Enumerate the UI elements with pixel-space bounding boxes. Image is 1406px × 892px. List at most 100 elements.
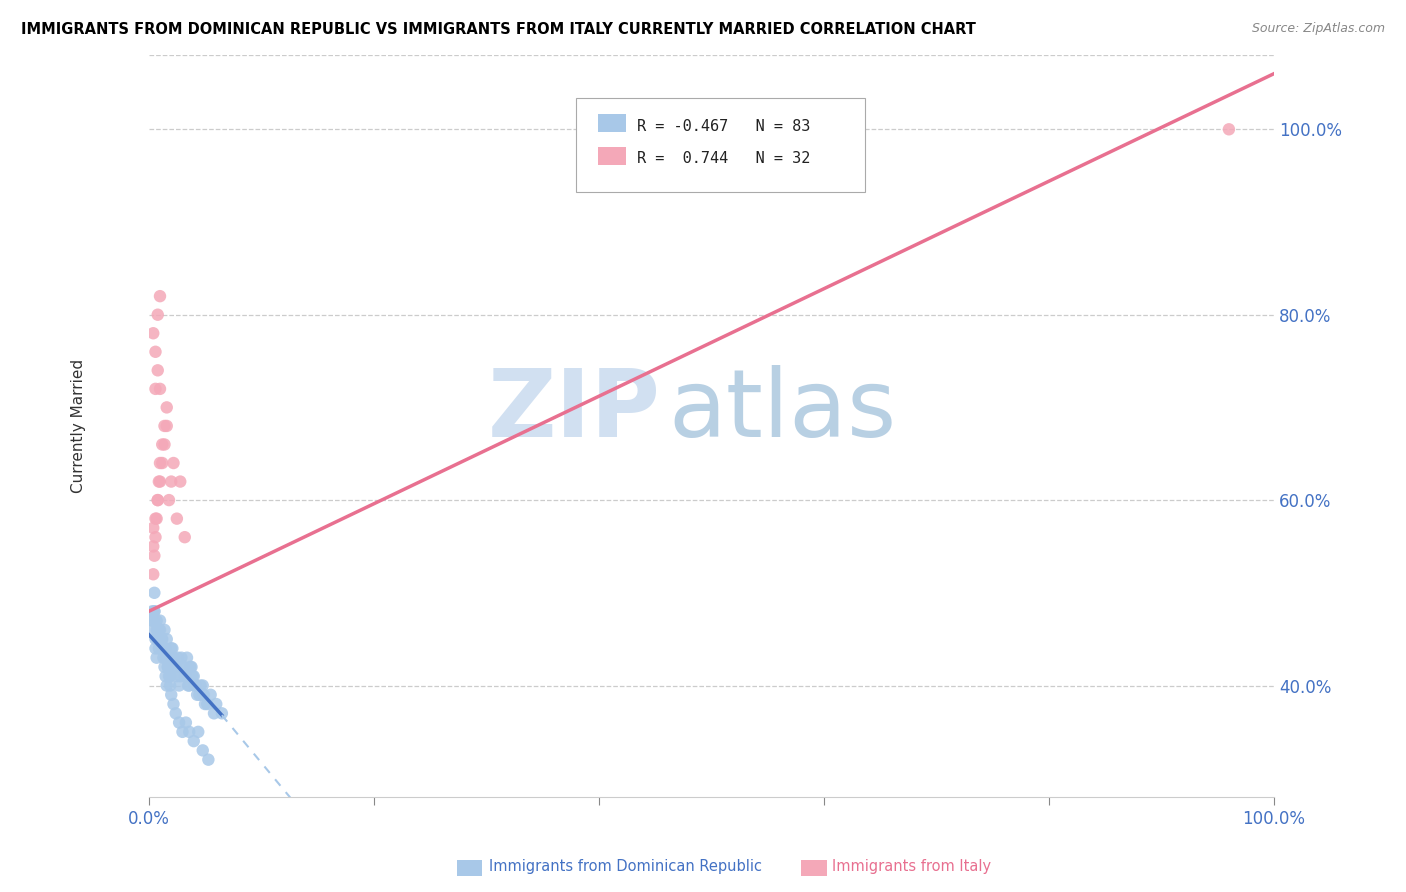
Point xyxy=(173,660,195,674)
Point xyxy=(188,688,211,702)
Text: Immigrants from Italy: Immigrants from Italy xyxy=(832,859,991,874)
Text: Immigrants from Dominican Republic: Immigrants from Dominican Republic xyxy=(489,859,762,874)
Point xyxy=(1218,122,1240,136)
Point xyxy=(177,679,200,693)
Point xyxy=(157,493,180,508)
Point xyxy=(176,650,198,665)
Point xyxy=(149,623,172,637)
Point xyxy=(156,660,179,674)
Point xyxy=(152,650,174,665)
Point xyxy=(142,567,165,582)
Point xyxy=(143,549,166,563)
Text: R =  0.744   N = 32: R = 0.744 N = 32 xyxy=(637,151,810,166)
Point xyxy=(165,660,187,674)
Point xyxy=(149,614,172,628)
Text: IMMIGRANTS FROM DOMINICAN REPUBLIC VS IMMIGRANTS FROM ITALY CURRENTLY MARRIED CO: IMMIGRANTS FROM DOMINICAN REPUBLIC VS IM… xyxy=(21,22,976,37)
Point xyxy=(145,614,167,628)
Point xyxy=(159,669,181,683)
Point xyxy=(187,724,209,739)
Point xyxy=(191,679,214,693)
Point xyxy=(162,650,184,665)
Point xyxy=(143,604,166,618)
Point xyxy=(194,697,217,711)
Point xyxy=(155,669,177,683)
Point xyxy=(167,715,190,730)
Point xyxy=(179,679,201,693)
Text: Source: ZipAtlas.com: Source: ZipAtlas.com xyxy=(1251,22,1385,36)
Point xyxy=(142,521,165,535)
Point xyxy=(162,641,184,656)
Point xyxy=(195,697,218,711)
Point xyxy=(173,530,195,544)
Point xyxy=(156,401,179,415)
Point xyxy=(141,604,163,618)
Point xyxy=(160,641,183,656)
Point xyxy=(145,511,167,525)
Point xyxy=(173,669,195,683)
Point xyxy=(155,650,177,665)
Point xyxy=(174,715,197,730)
Point xyxy=(167,650,190,665)
Point xyxy=(153,437,176,451)
Point xyxy=(149,456,172,470)
Point xyxy=(146,308,169,322)
Point xyxy=(142,623,165,637)
Point xyxy=(148,641,170,656)
Point xyxy=(179,724,201,739)
Point xyxy=(174,669,197,683)
Point xyxy=(159,679,181,693)
Point xyxy=(149,289,172,303)
Point xyxy=(145,344,167,359)
Point xyxy=(142,540,165,554)
Point xyxy=(150,456,173,470)
Point xyxy=(150,437,173,451)
Point xyxy=(146,493,169,508)
Point xyxy=(156,660,179,674)
Point xyxy=(170,650,193,665)
Point xyxy=(150,632,173,647)
Point xyxy=(150,632,173,647)
Point xyxy=(162,697,184,711)
Point xyxy=(183,669,205,683)
Point xyxy=(145,623,167,637)
Point xyxy=(172,724,194,739)
Point xyxy=(146,363,169,377)
Point xyxy=(193,688,215,702)
Point xyxy=(153,623,176,637)
Point xyxy=(202,706,225,721)
Point xyxy=(146,493,169,508)
Point xyxy=(191,743,214,757)
Point xyxy=(169,475,191,489)
Point xyxy=(197,753,219,767)
Point xyxy=(145,650,167,665)
Point xyxy=(148,623,170,637)
Point xyxy=(145,511,167,525)
Point xyxy=(183,734,205,748)
Point xyxy=(157,669,180,683)
Point xyxy=(145,632,167,647)
Point xyxy=(160,688,183,702)
Point xyxy=(181,669,204,683)
Point xyxy=(146,632,169,647)
Point xyxy=(180,660,202,674)
Point xyxy=(149,382,172,396)
Point xyxy=(166,511,188,525)
Point xyxy=(184,679,207,693)
Point xyxy=(162,456,184,470)
Point xyxy=(165,706,187,721)
Point xyxy=(169,669,191,683)
Point xyxy=(160,475,183,489)
Text: atlas: atlas xyxy=(669,365,897,457)
Point xyxy=(142,326,165,341)
Point xyxy=(145,641,167,656)
Point xyxy=(142,614,165,628)
Point xyxy=(146,623,169,637)
Point xyxy=(167,679,190,693)
Point xyxy=(145,530,167,544)
Point xyxy=(143,604,166,618)
Point xyxy=(143,586,166,600)
Point xyxy=(163,660,186,674)
Point xyxy=(211,706,233,721)
Point xyxy=(156,679,179,693)
Point xyxy=(146,632,169,647)
